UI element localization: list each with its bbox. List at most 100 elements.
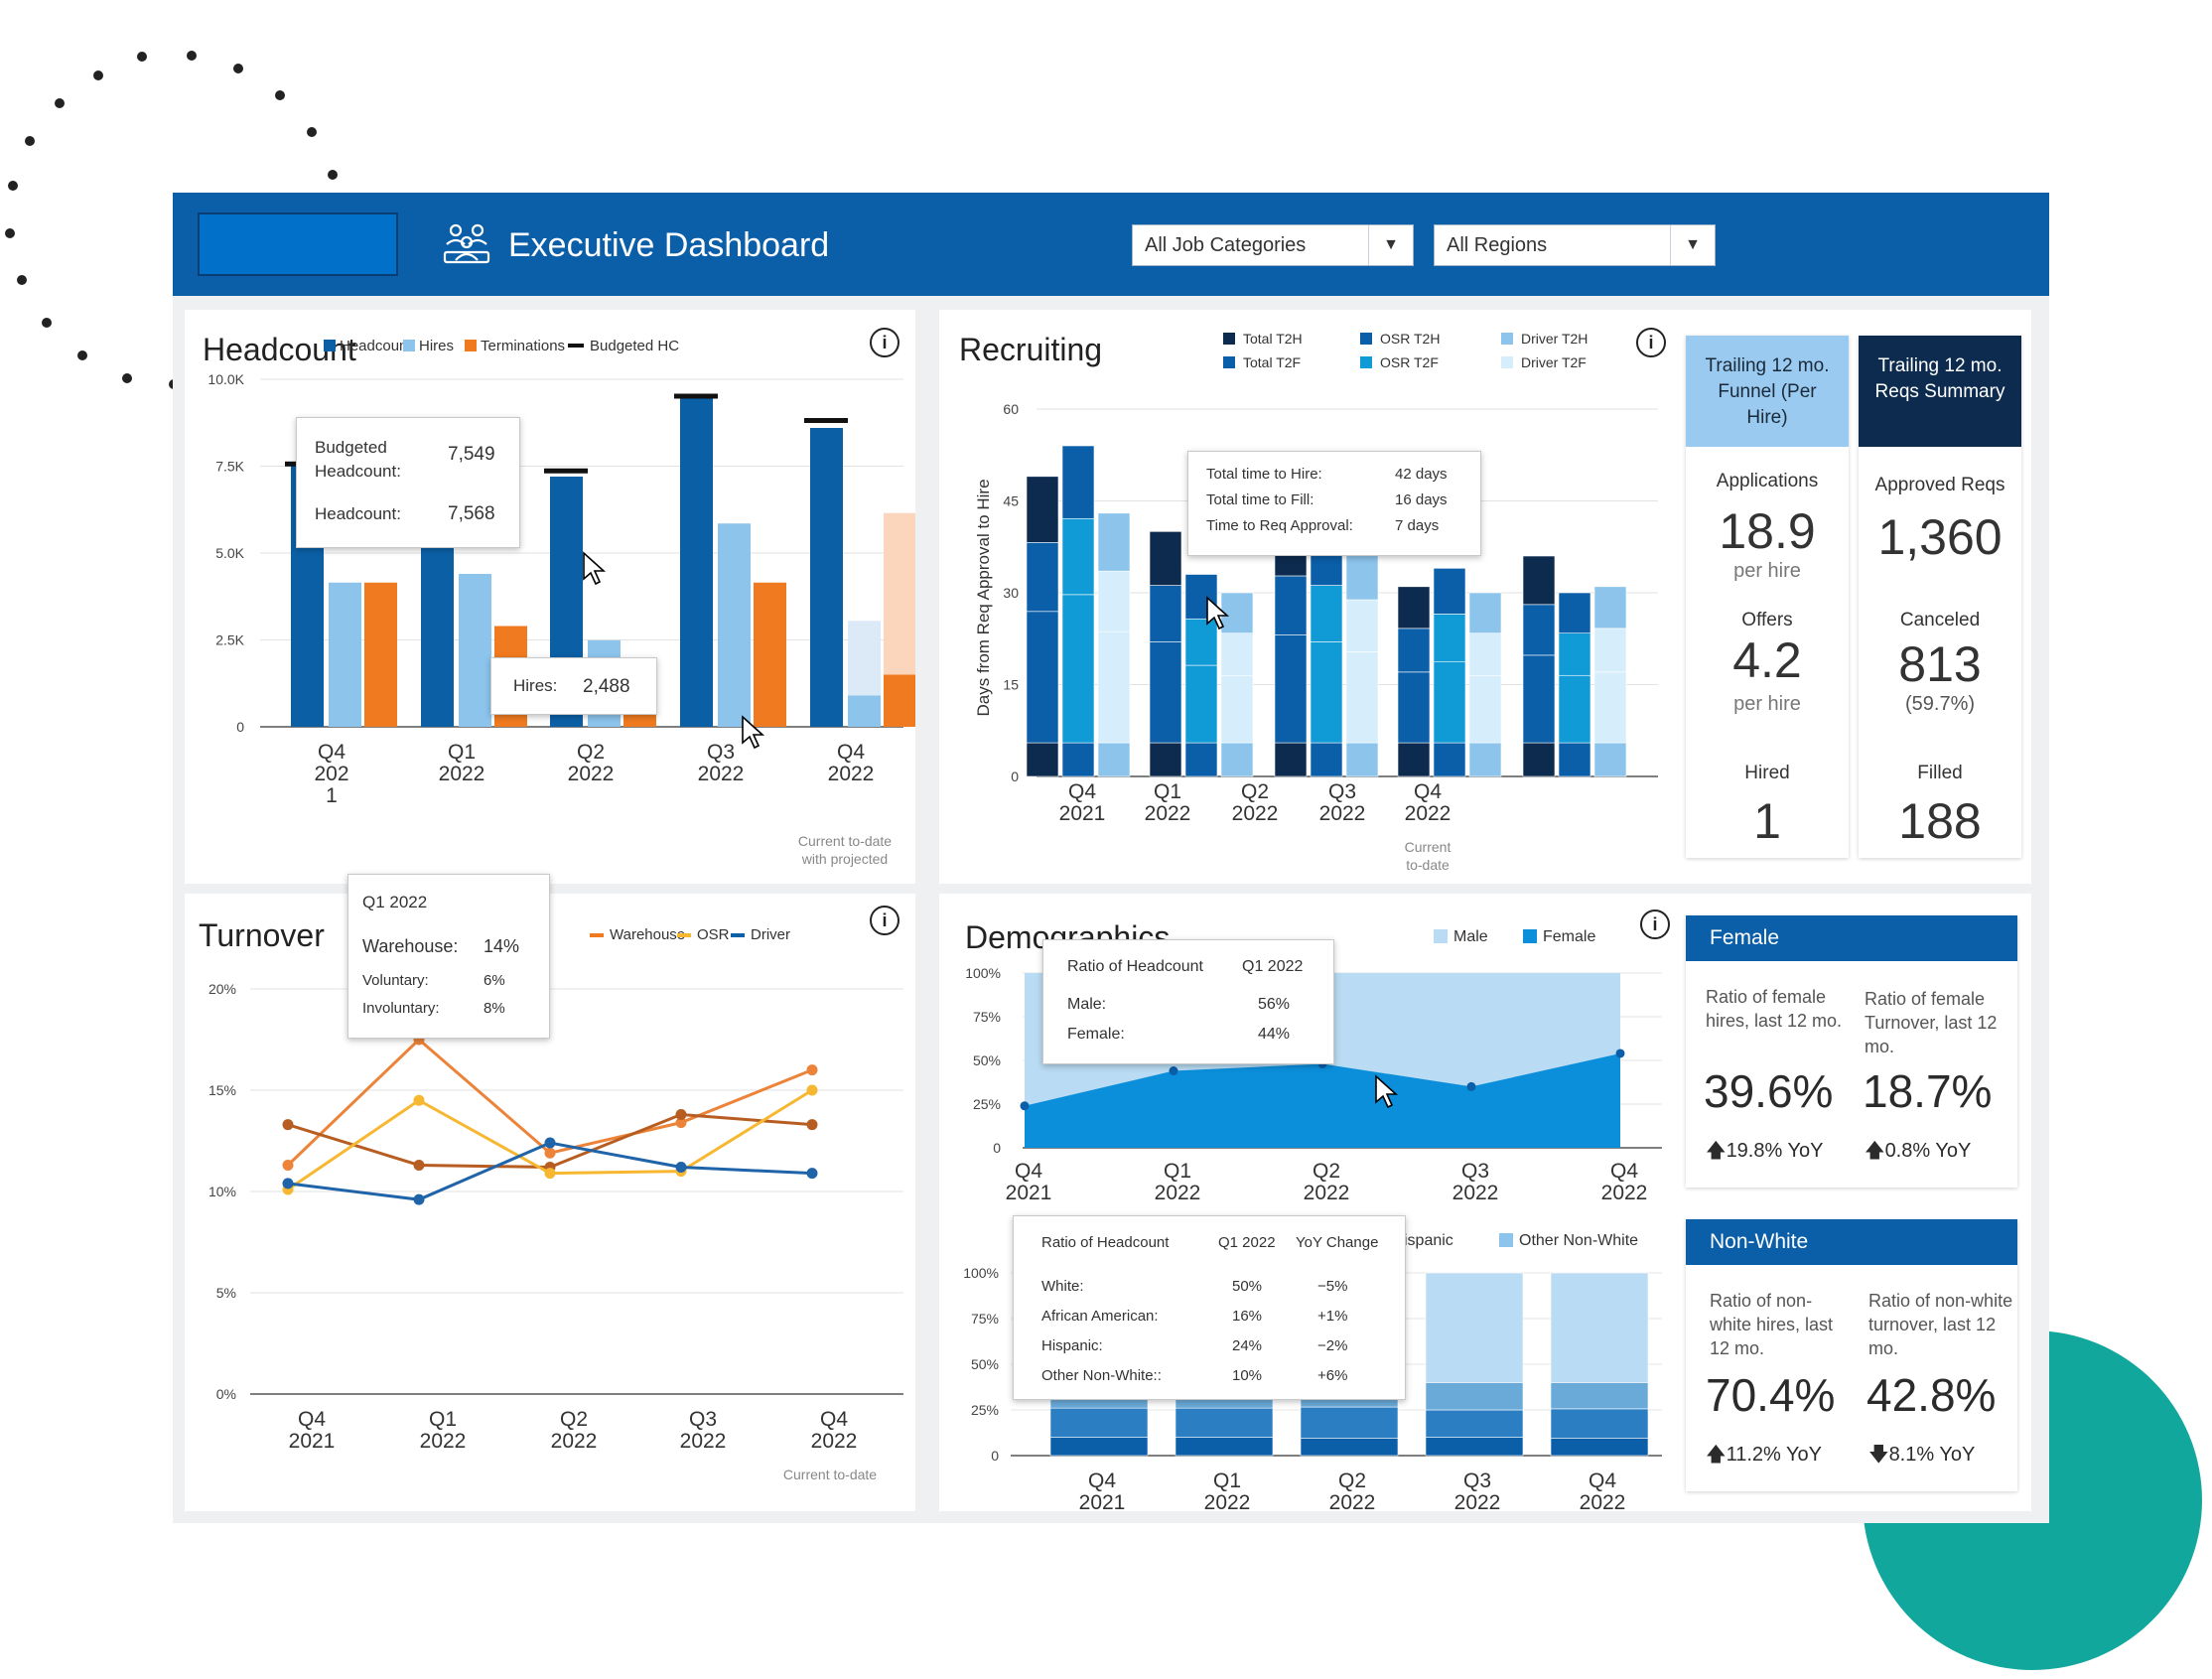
tooltip-period: Q1 2022 [1242, 958, 1304, 975]
y-tick-label: 7.5K [215, 459, 244, 475]
delta-text: 19.8% YoY [1726, 1140, 1824, 1162]
recruiting-bar-segment [1522, 742, 1556, 777]
x-tick-label: Q4 [1068, 780, 1096, 803]
tooltip-text: White: [1041, 1278, 1084, 1295]
turnover-point [544, 1168, 556, 1180]
y-tick-label: 15% [208, 1082, 236, 1098]
x-tick-label: 2022 [811, 1430, 858, 1453]
recruiting-bar-segment [1097, 512, 1131, 572]
gender-tooltip: Ratio of Headcount Q1 2022 Male: 56% Fem… [1042, 939, 1334, 1064]
female-hires-delta: 🡅19.8% YoY [1706, 1136, 1823, 1170]
recruiting-bar-segment [1184, 742, 1218, 777]
legend-swatch [1360, 356, 1372, 368]
canceled-label: Canceled [1899, 610, 1981, 630]
legend-swatch [465, 340, 477, 351]
turnover-tooltip: Q1 2022 Warehouse: 14% Voluntary: 6% Inv… [347, 874, 550, 1039]
tooltip-text: YoY Change [1296, 1234, 1379, 1251]
y-tick-label: 0% [216, 1386, 236, 1402]
x-tick-label: 2022 [1232, 802, 1279, 825]
race-bar-segment [1550, 1408, 1649, 1439]
arrow-down-icon: 🡇 [1868, 1444, 1889, 1466]
turnover-point [413, 1193, 425, 1205]
turnover-point [675, 1162, 687, 1174]
tooltip-value: 56% [1258, 996, 1291, 1013]
female-turnover-value: 18.7% [1863, 1065, 1993, 1117]
race-tooltip: Ratio of Headcount Q1 2022 YoY Change White… [1013, 1215, 1406, 1400]
chevron-down-icon[interactable]: ▼ [1670, 225, 1715, 265]
nonwhite-turnover-label: Ratio of non-white turnover, last 12 mo. [1868, 1291, 2013, 1358]
current-note: Current [1405, 839, 1452, 855]
x-tick-label: 2022 [1601, 1182, 1648, 1204]
applications-value: 18.9 [1719, 503, 1816, 559]
turnover-point [282, 1178, 294, 1189]
headcount-chart: Headcount Hires Terminations Budgeted HC 0 2.… [207, 338, 915, 867]
x-tick-label: Q2 [577, 741, 605, 764]
dashboard: Executive Dashboard All Job Categories ▼… [173, 193, 2049, 1523]
legend-label: Headcount [340, 338, 412, 354]
legend-label: Male [1453, 928, 1488, 945]
turnover-point [806, 1119, 818, 1131]
info-icon[interactable]: i [1640, 909, 1670, 939]
female-point [1466, 1081, 1476, 1091]
female-hires-label: Ratio of female hires, last 12 mo. [1706, 987, 1843, 1031]
nonwhite-hires-label: Ratio of non-white hires, last 12 mo. [1710, 1291, 1834, 1358]
info-icon[interactable]: i [1636, 328, 1666, 357]
logo-placeholder [198, 212, 398, 276]
turnover-point [806, 1064, 818, 1076]
recruiting-bar-segment [1026, 476, 1059, 543]
region-dropdown[interactable]: All Regions ▼ [1434, 224, 1716, 266]
recruiting-bar-segment [1468, 742, 1502, 777]
tooltip-head: Ratio of Headcount [1067, 958, 1203, 975]
info-icon[interactable]: i [870, 328, 899, 357]
turnover-point [413, 1159, 425, 1171]
recruiting-bar-segment [1097, 630, 1131, 744]
recruiting-bar-segment [1433, 614, 1466, 662]
tooltip-label: Total time to Hire: [1206, 466, 1322, 483]
recruiting-bar-segment [1061, 445, 1095, 519]
dashboard-header: Executive Dashboard All Job Categories ▼… [173, 193, 2049, 296]
tooltip-value: 7,549 [448, 444, 495, 465]
legend-label: Terminations [481, 338, 565, 354]
recruiting-bar-segment [1345, 599, 1379, 652]
recruiting-bar-segment [1184, 664, 1218, 744]
x-tick-label: Q4 [1610, 1160, 1638, 1183]
legend-label: Total T2H [1243, 331, 1303, 347]
y-tick-label: 25% [971, 1402, 999, 1418]
y-tick-label: 10.0K [207, 371, 244, 387]
nonwhite-card: Non-White Ratio of non-white hires, last… [1686, 1219, 2017, 1491]
mouse-cursor-icon [1206, 596, 1230, 630]
x-tick-label: 202 [314, 763, 348, 785]
projection-note: Current to-date [798, 833, 892, 849]
tooltip-value: 44% [1258, 1026, 1291, 1043]
tooltip-text: African American: [1041, 1308, 1159, 1325]
nonwhite-turnover-value: 42.8% [1866, 1369, 1997, 1421]
y-tick-label: 0 [1011, 769, 1019, 784]
legend-swatch [1501, 356, 1513, 368]
x-tick-label: Q1 [1164, 1160, 1191, 1183]
tooltip-text: +1% [1317, 1308, 1348, 1325]
turnover-chart: Warehouse OSR Driver0%5%10%15%20%Q42021Q12… [208, 926, 903, 1482]
race-bar-segment [1049, 1407, 1149, 1438]
filled-value: 188 [1898, 793, 1982, 849]
mouse-cursor-icon [583, 551, 607, 586]
x-tick-label: Q1 [448, 741, 476, 764]
race-bar-segment [1049, 1437, 1149, 1457]
x-tick-label: Q4 [298, 1408, 326, 1431]
recruiting-bar-segment [1558, 592, 1591, 634]
arrow-up-icon: 🡅 [1706, 1444, 1727, 1466]
x-tick-label: 2022 [1405, 802, 1452, 825]
tooltip-text: −2% [1317, 1337, 1348, 1354]
turnover-point [675, 1108, 687, 1120]
tooltip-text: Hispanic: [1041, 1337, 1103, 1354]
tooltip-label: Male: [1067, 996, 1107, 1013]
chevron-down-icon[interactable]: ▼ [1368, 225, 1413, 265]
job-category-dropdown[interactable]: All Job Categories ▼ [1132, 224, 1414, 266]
x-tick-label: Q2 [1313, 1160, 1340, 1183]
x-tick-label: 2021 [1006, 1182, 1052, 1204]
y-tick-label: 75% [971, 1311, 999, 1327]
x-tick-label: Q2 [1241, 780, 1269, 803]
recruiting-bar-segment [1468, 632, 1502, 676]
info-icon[interactable]: i [870, 906, 899, 935]
recruiting-bar-segment [1310, 585, 1343, 642]
recruiting-bar-segment [1061, 517, 1095, 596]
